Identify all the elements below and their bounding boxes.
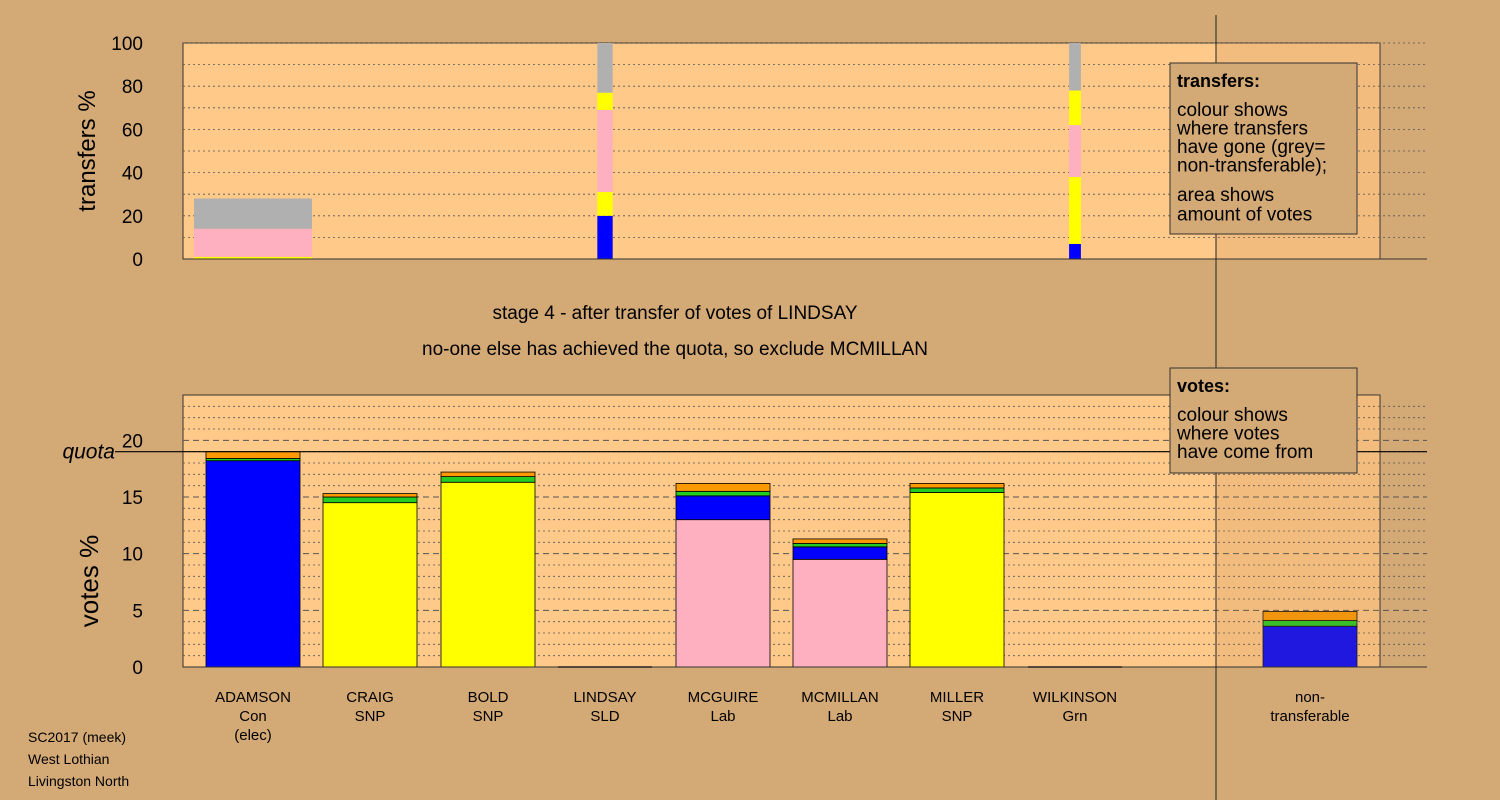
transfer-segment-lindsay-snp <box>597 192 613 216</box>
candidate-label-lindsay: LINDSAY <box>573 689 636 706</box>
transfers-tick-label: 0 <box>132 250 143 271</box>
votes-legend-line: colour shows <box>1177 405 1288 426</box>
candidate-label-mcmillan: Lab <box>827 708 852 725</box>
vote-segment-craig-grn <box>322 496 418 504</box>
vote-segment-adamson-con <box>205 460 301 668</box>
transfer-segment-adamson-lab <box>194 228 312 257</box>
votes-tick-label: 5 <box>132 601 143 622</box>
vote-segment-craig-sld <box>322 493 418 498</box>
vote-segment-miller-snp <box>909 492 1005 668</box>
transfer-segment-lindsay-snp <box>597 92 613 110</box>
candidate-label-mcguire: MCGUIRE <box>688 689 759 706</box>
votes-legend-line: have come from <box>1177 442 1313 463</box>
votes-tick-label: 0 <box>132 658 143 679</box>
vote-segment-bold-snp <box>440 481 536 668</box>
transfer-segment-lindsay-grey <box>597 43 613 93</box>
vote-segment-bold-sld <box>440 471 536 478</box>
transfers-tick-label: 100 <box>111 34 143 55</box>
stage-title: stage 4 - after transfer of votes of LIN… <box>492 303 857 324</box>
votes-legend-box <box>1169 367 1358 474</box>
candidate-label-mcmillan: MCMILLAN <box>801 689 879 706</box>
vote-segment-mcguire-con <box>675 495 771 521</box>
transfer-segment-wilkinson-snp <box>1069 90 1081 126</box>
status-title: no-one else has achieved the quota, so e… <box>422 339 928 360</box>
vote-segment-mcmillan-grn <box>792 543 888 548</box>
vote-segment-mcmillan-sld <box>792 538 888 544</box>
footer-council: West Lothian <box>28 751 110 767</box>
votes-tick-label: 20 <box>122 431 143 452</box>
candidate-label-adamson: Con <box>239 708 267 725</box>
vote-segment-miller-sld <box>909 482 1005 489</box>
vote-segment-miller-grn <box>909 487 1005 493</box>
candidate-label-non-transferable: transferable <box>1270 708 1349 725</box>
vote-segment-mcmillan-con <box>792 546 888 560</box>
transfer-segment-wilkinson-con <box>1069 243 1081 259</box>
vote-segment-mcguire-lab <box>675 519 771 668</box>
vote-segment-mcguire-grn <box>675 490 771 497</box>
transfers-legend-line: non-transferable); <box>1177 156 1327 177</box>
vote-segment-adamson-sld <box>205 451 301 459</box>
footer-election: SC2017 (meek) <box>28 729 127 745</box>
candidate-label-non-transferable: non- <box>1295 689 1325 706</box>
transfer-segment-lindsay-lab <box>597 109 613 193</box>
candidate-label-miller: SNP <box>942 708 973 725</box>
transfers-legend-line: amount of votes <box>1177 205 1312 226</box>
transfers-tick-label: 60 <box>122 120 143 141</box>
footer-ward: Livingston North <box>28 773 130 789</box>
candidate-label-craig: SNP <box>355 708 386 725</box>
transfers-tick-label: 20 <box>122 207 143 228</box>
votes-tick-label: 10 <box>122 545 143 566</box>
candidate-label-mcguire: Lab <box>710 708 735 725</box>
votes-legend-title: votes: <box>1177 376 1230 396</box>
votes-tick-label: 15 <box>122 488 143 509</box>
votes-axis-title: votes % <box>74 535 104 628</box>
candidate-label-adamson: ADAMSON <box>215 689 291 706</box>
candidate-label-bold: BOLD <box>468 689 509 706</box>
transfer-segment-adamson-grey <box>194 198 312 229</box>
candidate-label-wilkinson: Grn <box>1062 708 1087 725</box>
transfer-segment-adamson-snp <box>194 256 312 259</box>
candidate-label-bold: SNP <box>473 708 504 725</box>
transfer-segment-wilkinson-lab <box>1069 125 1081 177</box>
transfers-legend-line: have gone (grey= <box>1177 137 1325 158</box>
transfer-segment-wilkinson-grey <box>1069 43 1081 91</box>
transfers-tick-label: 40 <box>122 164 143 185</box>
vote-segment-mcguire-sld <box>675 482 771 492</box>
transfer-segment-wilkinson-snp <box>1069 176 1081 244</box>
candidate-label-wilkinson: WILKINSON <box>1033 689 1117 706</box>
votes-legend-line: where votes <box>1176 424 1279 445</box>
vote-segment-craig-snp <box>322 502 418 668</box>
transfer-segment-lindsay-con <box>597 215 613 259</box>
vote-segment-non-transferable-sld <box>1262 611 1358 621</box>
transfers-legend-line: area shows <box>1177 185 1274 206</box>
transfers-legend-box <box>1169 62 1358 235</box>
candidate-label-craig: CRAIG <box>346 689 394 706</box>
vote-segment-mcmillan-lab <box>792 558 888 668</box>
quota-label: quota <box>62 441 115 464</box>
candidate-label-adamson: (elec) <box>234 727 272 744</box>
transfers-axis-title: transfers % <box>74 90 101 211</box>
vote-segment-non-transferable-con <box>1262 625 1358 668</box>
transfers-legend-line: colour shows <box>1177 100 1288 121</box>
transfers-legend-line: where transfers <box>1176 119 1308 140</box>
vote-segment-bold-grn <box>440 476 536 483</box>
transfers-legend-title: transfers: <box>1177 71 1260 91</box>
candidate-label-lindsay: SLD <box>590 708 619 725</box>
transfers-tick-label: 80 <box>122 77 143 98</box>
candidate-label-miller: MILLER <box>930 689 984 706</box>
